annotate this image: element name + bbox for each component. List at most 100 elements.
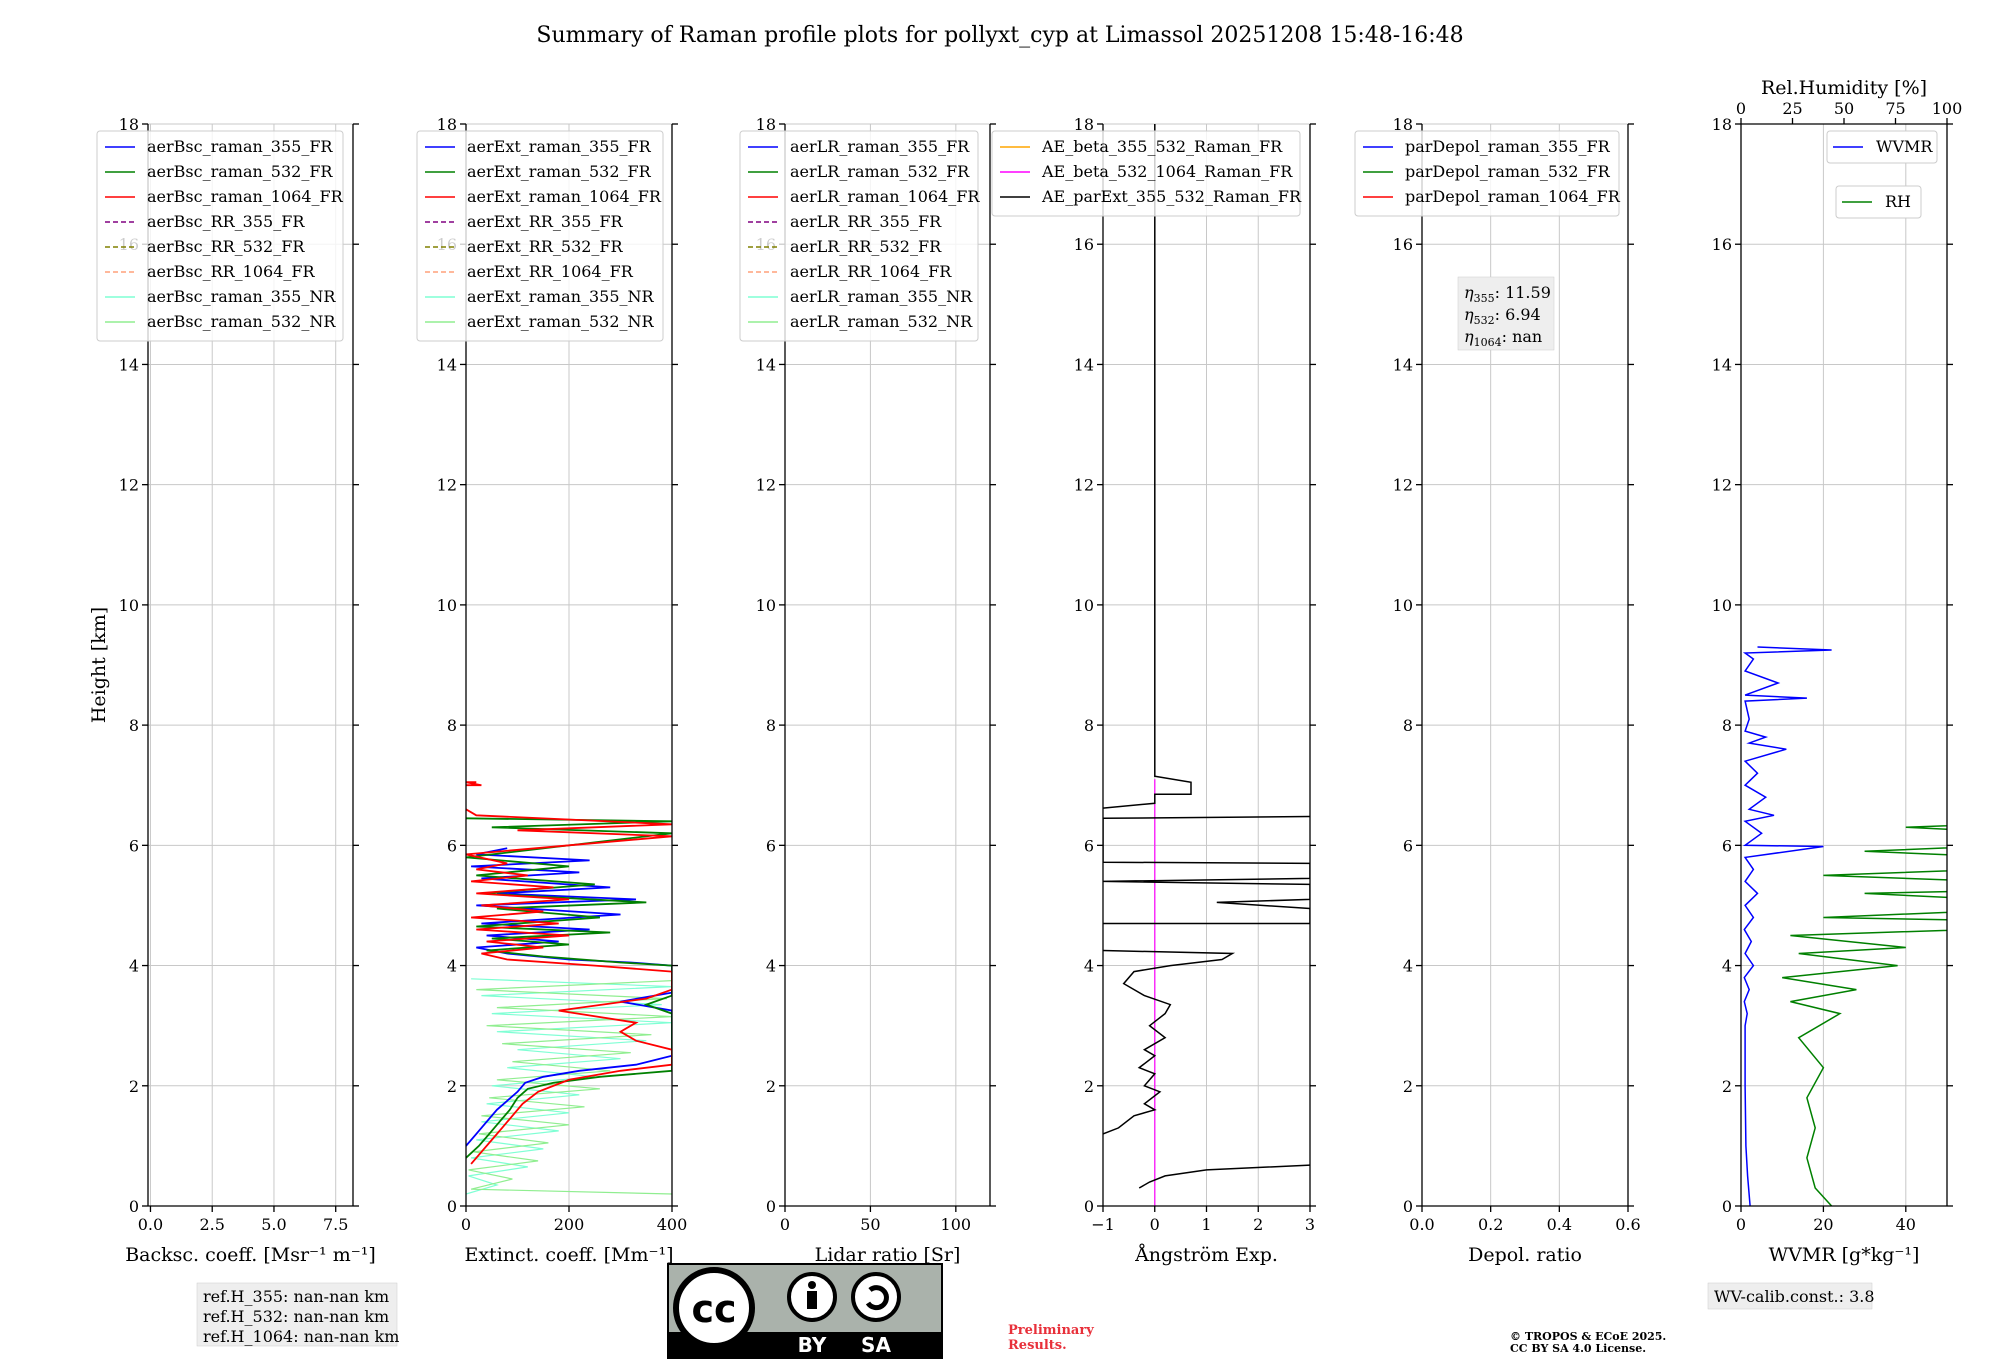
legend-label: aerExt_RR_532_FR bbox=[467, 237, 624, 256]
top-x-tick-label: 0 bbox=[1736, 99, 1746, 118]
x-axis-label: WVMR [g*kg⁻¹] bbox=[1769, 1244, 1920, 1266]
series-aerExt_raman_1064_FR_top bbox=[466, 781, 482, 787]
ref-height-532: ref.H_532: nan-nan km bbox=[203, 1307, 389, 1326]
legend-frame bbox=[1835, 185, 1922, 219]
wv-calib-box: WV-calib.const.: 3.8 bbox=[1707, 1282, 1875, 1310]
legend: parDepol_raman_355_FR parDepol_raman_532_… bbox=[1354, 130, 1621, 217]
y-tick-label: 12 bbox=[437, 476, 457, 495]
y-tick-label: 10 bbox=[1712, 596, 1732, 615]
y-tick-label: 14 bbox=[119, 355, 139, 374]
legend-rh: RH bbox=[1835, 185, 1922, 219]
y-tick-label: 8 bbox=[129, 716, 139, 735]
legend-label: aerExt_raman_355_NR bbox=[467, 287, 655, 306]
y-tick-label: 4 bbox=[766, 957, 776, 976]
y-tick-label: 12 bbox=[756, 476, 776, 495]
x-axis-label: Ångström Exp. bbox=[1134, 1244, 1278, 1266]
series-WVMR bbox=[1742, 646, 1832, 1206]
x-tick-label: 0 bbox=[780, 1215, 790, 1234]
series-aerExt_raman_532_NR bbox=[468, 980, 672, 1195]
x-tick-label: −1 bbox=[1091, 1215, 1115, 1234]
x-tick-label: 0 bbox=[1150, 1215, 1160, 1234]
legend-label: aerLR_RR_532_FR bbox=[790, 237, 942, 256]
y-tick-label: 10 bbox=[119, 596, 139, 615]
top-x-tick-label: 75 bbox=[1885, 99, 1905, 118]
attribution-body bbox=[807, 1291, 817, 1309]
x-tick-label: 0 bbox=[461, 1215, 471, 1234]
y-tick-label: 18 bbox=[437, 115, 457, 134]
y-tick-label: 6 bbox=[1403, 836, 1413, 855]
y-tick-label: 12 bbox=[1712, 476, 1732, 495]
y-tick-label: 10 bbox=[1393, 596, 1413, 615]
y-tick-label: 18 bbox=[1712, 115, 1732, 134]
y-axis-label: Height [km] bbox=[88, 607, 110, 723]
legend-label: WVMR bbox=[1876, 137, 1933, 156]
legend-frame bbox=[416, 130, 664, 342]
legend-label: aerBsc_RR_532_FR bbox=[147, 237, 305, 256]
legend-label: aerExt_raman_532_FR bbox=[467, 162, 652, 181]
legend: AE_beta_355_532_Raman_FR AE_beta_532_1064… bbox=[991, 130, 1302, 217]
y-tick-label: 2 bbox=[766, 1077, 776, 1096]
series-aerExt_raman_532_FR bbox=[466, 817, 672, 1159]
y-tick-label: 6 bbox=[1722, 836, 1732, 855]
y-tick-label: 4 bbox=[1722, 957, 1732, 976]
x-tick-label: 2 bbox=[1253, 1215, 1263, 1234]
legend: aerExt_raman_355_FR aerExt_raman_532_FRae… bbox=[416, 130, 664, 342]
y-tick-label: 16 bbox=[1074, 235, 1094, 254]
legend-label: aerBsc_raman_1064_FR bbox=[147, 187, 344, 206]
legend-label: aerLR_raman_532_NR bbox=[790, 312, 973, 331]
copyright-line2: CC BY SA 4.0 License. bbox=[1510, 1342, 1646, 1355]
series-AE_parExt_355_532_Raman_FR_high bbox=[1103, 815, 1310, 925]
legend-label: aerLR_raman_355_NR bbox=[790, 287, 973, 306]
y-tick-label: 2 bbox=[129, 1077, 139, 1096]
panel-lr: 024681012141618050100Lidar ratio [Sr]aer… bbox=[739, 115, 996, 1266]
cc-license-badge: cc BY SA bbox=[667, 1263, 943, 1359]
legend-label: aerExt_RR_1064_FR bbox=[467, 262, 634, 281]
y-tick-label: 14 bbox=[756, 355, 776, 374]
preliminary-note-line1: Preliminary bbox=[1008, 1323, 1094, 1338]
x-tick-label: 5.0 bbox=[261, 1215, 286, 1234]
x-axis-label: Extinct. coeff. [Mm⁻¹] bbox=[464, 1244, 673, 1266]
y-tick-label: 8 bbox=[1722, 716, 1732, 735]
y-tick-label: 4 bbox=[1084, 957, 1094, 976]
preliminary-note-line2: Results. bbox=[1008, 1338, 1067, 1353]
legend-label: aerExt_raman_532_NR bbox=[467, 312, 655, 331]
y-tick-label: 18 bbox=[1393, 115, 1413, 134]
ref-height-355: ref.H_355: nan-nan km bbox=[203, 1287, 389, 1306]
series-AE_parExt_355_532_Raman_FR bbox=[1138, 1164, 1310, 1189]
legend-label: aerBsc_RR_355_FR bbox=[147, 212, 305, 231]
series-group bbox=[466, 781, 672, 1195]
cc-logo-icon bbox=[673, 1267, 755, 1349]
license-sa: SA bbox=[861, 1333, 891, 1357]
x-axis-label: Lidar ratio [Sr] bbox=[815, 1244, 961, 1266]
share-alike-arrow bbox=[865, 1285, 889, 1311]
legend: aerLR_raman_355_FR aerLR_raman_532_FR aerL… bbox=[739, 130, 980, 342]
series-aerExt_raman_1064_FR bbox=[466, 808, 672, 1165]
y-tick-label: 4 bbox=[129, 957, 139, 976]
x-tick-label: 2.5 bbox=[199, 1215, 224, 1234]
legend-label: aerLR_RR_355_FR bbox=[790, 212, 942, 231]
attribution-head bbox=[808, 1281, 816, 1289]
y-tick-label: 6 bbox=[447, 836, 457, 855]
legend-frame bbox=[991, 130, 1301, 217]
license-by: BY bbox=[798, 1333, 827, 1357]
legend-label: aerBsc_RR_1064_FR bbox=[147, 262, 316, 281]
eta-value: η532: 6.94 bbox=[1464, 305, 1541, 327]
legend-frame bbox=[1354, 130, 1620, 217]
y-tick-label: 8 bbox=[1403, 716, 1413, 735]
legend-label: aerBsc_raman_355_FR bbox=[147, 137, 333, 156]
y-tick-label: 0 bbox=[1084, 1197, 1094, 1216]
x-tick-label: 0.2 bbox=[1478, 1215, 1503, 1234]
top-x-tick-label: 100 bbox=[1932, 99, 1963, 118]
eta-frame bbox=[1457, 276, 1555, 351]
y-tick-label: 12 bbox=[1074, 476, 1094, 495]
series-AE_parExt_355_532_Raman_FR_top bbox=[1103, 124, 1192, 809]
legend-label: parDepol_raman_355_FR bbox=[1405, 137, 1611, 156]
y-tick-label: 14 bbox=[1074, 355, 1094, 374]
legend-label: aerBsc_raman_532_FR bbox=[147, 162, 333, 181]
legend-label: aerBsc_raman_532_NR bbox=[147, 312, 336, 331]
legend-frame bbox=[739, 130, 979, 342]
wv-calib-text: WV-calib.const.: 3.8 bbox=[1714, 1287, 1875, 1306]
